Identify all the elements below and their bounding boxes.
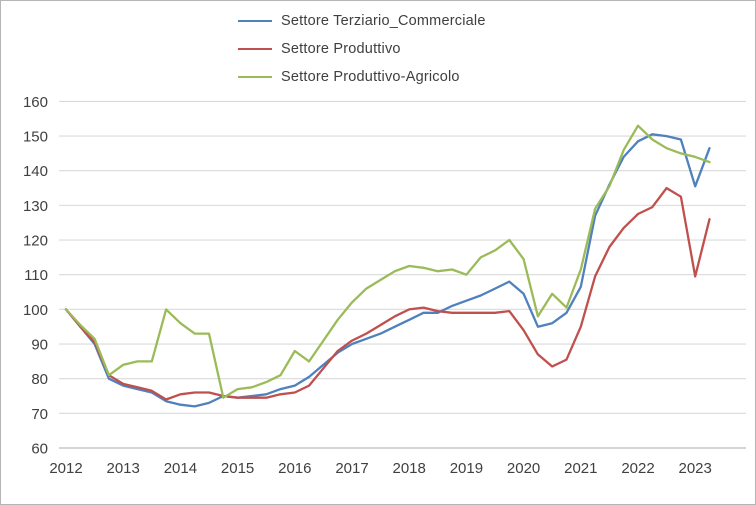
- x-axis-tick-label: 2019: [450, 460, 483, 477]
- y-axis-tick-label: 110: [24, 267, 48, 284]
- x-axis-tick-label: 2015: [221, 460, 254, 477]
- series-line-settore-produttivo-agricolo: [64, 124, 711, 399]
- x-axis-tick-label: 2013: [107, 460, 140, 477]
- x-axis-tick-label: 2023: [679, 460, 712, 477]
- y-axis-tick-label: 120: [23, 233, 48, 250]
- legend-label: Settore Terziario_Commerciale: [281, 13, 486, 29]
- chart-legend: Settore Terziario_Commerciale Settore Pro…: [238, 7, 486, 91]
- x-axis-tick-label: 2014: [164, 460, 197, 477]
- x-axis-tick-label: 2012: [49, 460, 82, 477]
- y-axis-tick-label: 80: [31, 371, 48, 388]
- y-axis-tick-label: 70: [31, 406, 48, 423]
- series-line-settore-produttivo: [64, 186, 711, 401]
- series-line-settore-terziario-commerciale: [64, 133, 711, 408]
- legend-line-sample: [238, 20, 272, 22]
- y-axis-tick-label: 100: [23, 302, 48, 319]
- y-axis-tick-label: 150: [23, 129, 48, 146]
- x-axis-tick-label: 2022: [621, 460, 654, 477]
- y-axis-tick-label: 60: [31, 441, 48, 458]
- x-axis-tick-label: 2017: [335, 460, 368, 477]
- legend-item: Settore Produttivo: [238, 35, 486, 63]
- x-axis-tick-label: 2016: [278, 460, 311, 477]
- y-axis-tick-label: 90: [31, 337, 48, 354]
- legend-label: Settore Produttivo: [281, 41, 401, 57]
- y-axis-tick-label: 130: [23, 198, 48, 215]
- y-axis-tick-label: 140: [23, 163, 48, 180]
- legend-item: Settore Terziario_Commerciale: [238, 7, 486, 35]
- legend-label: Settore Produttivo-Agricolo: [281, 69, 460, 85]
- legend-line-sample: [238, 48, 272, 50]
- y-axis-tick-label: 160: [23, 94, 48, 111]
- x-axis-tick-label: 2020: [507, 460, 540, 477]
- legend-item: Settore Produttivo-Agricolo: [238, 63, 486, 91]
- x-axis-tick-label: 2021: [564, 460, 597, 477]
- legend-line-sample: [238, 76, 272, 78]
- x-axis-tick-label: 2018: [393, 460, 426, 477]
